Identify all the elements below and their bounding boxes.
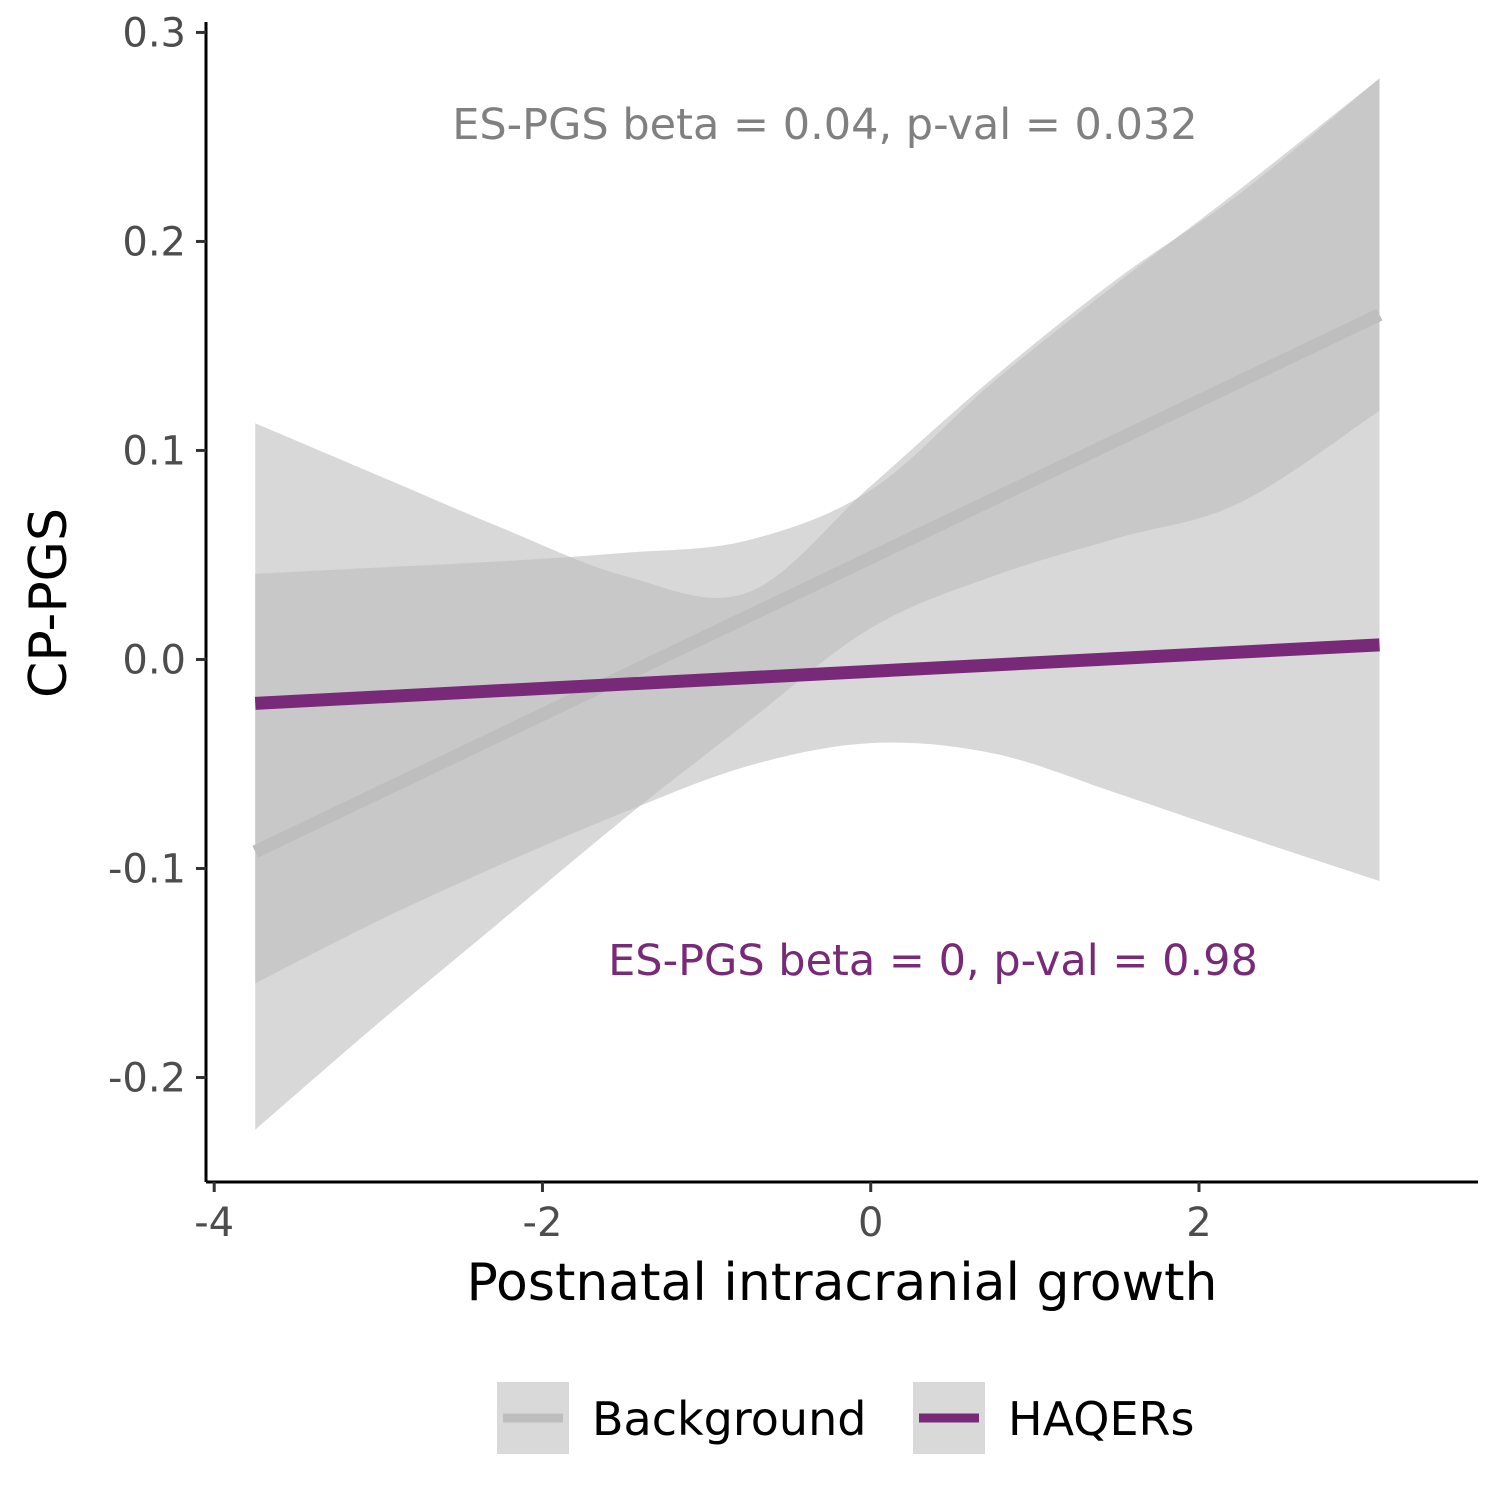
annotations: ES-PGS beta = 0.04, p-val = 0.032 ES-PGS … (452, 100, 1258, 986)
axes (204, 22, 1478, 1184)
annotation-1: ES-PGS beta = 0.04, p-val = 0.032 (452, 100, 1197, 150)
y-tick-label: 0.3 (122, 10, 186, 56)
x-tick-label: 2 (1186, 1200, 1211, 1246)
legend: Background HAQERs (497, 1382, 1194, 1454)
y-tick-label: 0.2 (122, 219, 186, 265)
y-tick-label: 0.1 (122, 428, 186, 474)
legend-label-background: Background (592, 1392, 866, 1446)
y-tick-label: -0.2 (108, 1055, 186, 1101)
x-tick-label: -4 (194, 1200, 234, 1246)
y-axis-title: CP-PGS (19, 508, 79, 698)
annotation-2: ES-PGS beta = 0, p-val = 0.98 (608, 936, 1258, 986)
x-axis-title: Postnatal intracranial growth (467, 1253, 1218, 1313)
y-tick-label: -0.1 (108, 846, 186, 892)
ticks: -0.2 -0.1 0.0 0.1 0.2 0.3 -4 -2 0 2 (108, 10, 1212, 1246)
confidence-bands (255, 78, 1380, 1130)
x-tick-label: 0 (858, 1200, 883, 1246)
y-tick-label: 0.0 (122, 637, 186, 683)
legend-label-haqers: HAQERs (1008, 1392, 1194, 1446)
series-line-haqers (254, 638, 1380, 710)
x-tick-label: -2 (523, 1200, 563, 1246)
regression-lines (252, 308, 1383, 858)
series-line-background (252, 308, 1383, 858)
ci-band-haqers (255, 78, 1380, 984)
